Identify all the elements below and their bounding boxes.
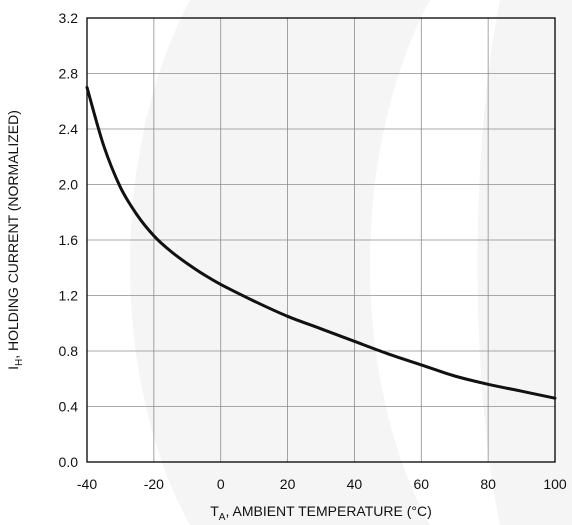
x-tick-labels: -40 -20 0 20 40 60 80 100 xyxy=(77,476,567,492)
y-tick-label: 0.4 xyxy=(59,399,79,415)
x-tick-label: -20 xyxy=(144,476,164,492)
y-axis-title-main: I xyxy=(5,366,21,370)
y-axis-title-rest: , HOLDING CURRENT (NORMALIZED) xyxy=(5,110,21,359)
y-tick-label: 1.2 xyxy=(59,288,79,304)
y-tick-label: 0.8 xyxy=(59,343,79,359)
y-tick-label: 0.0 xyxy=(59,454,79,470)
y-axis-title-subscript: H xyxy=(14,359,25,366)
x-axis-title-subscript: A xyxy=(219,512,226,523)
x-tick-label: 60 xyxy=(413,476,429,492)
x-tick-label: 20 xyxy=(280,476,296,492)
y-tick-label: 2.8 xyxy=(59,66,79,82)
x-tick-label: 80 xyxy=(480,476,496,492)
x-axis-title-main: T xyxy=(210,503,219,519)
y-tick-label: 2.4 xyxy=(59,121,79,137)
series-layer xyxy=(85,85,557,400)
x-axis-title: TA, AMBIENT TEMPERATURE (°C) xyxy=(210,503,432,523)
y-axis-title: IH, HOLDING CURRENT (NORMALIZED) xyxy=(5,110,25,370)
y-tick-labels: 0.0 0.4 0.8 1.2 1.6 2.0 2.4 2.8 3.2 xyxy=(59,10,79,470)
y-tick-label: 2.0 xyxy=(59,177,79,193)
x-tick-label: -40 xyxy=(77,476,97,492)
plot-frame xyxy=(86,17,556,463)
grid xyxy=(87,18,555,462)
x-tick-label: 100 xyxy=(543,476,567,492)
background-watermark xyxy=(130,0,572,525)
y-tick-label: 1.6 xyxy=(59,232,79,248)
x-tick-label: 40 xyxy=(347,476,363,492)
x-axis-title-rest: , AMBIENT TEMPERATURE (°C) xyxy=(225,503,431,519)
series-line xyxy=(85,85,557,400)
y-tick-label: 3.2 xyxy=(59,10,79,26)
x-tick-label: 0 xyxy=(217,476,225,492)
